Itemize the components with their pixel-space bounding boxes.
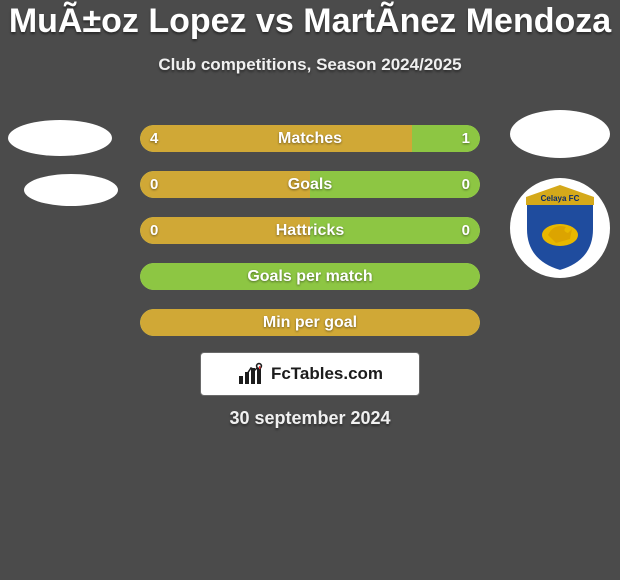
page-title: MuÃ±oz Lopez vs MartÃ­nez Mendoza (0, 0, 620, 41)
bar-row: Matches4 1 (140, 125, 480, 152)
bar-value-right: 1 (462, 125, 470, 152)
team-logo: Celaya FC (510, 178, 610, 278)
brand-box: FcTables.com (200, 352, 420, 396)
player1-avatar-shape-a (8, 120, 112, 156)
bar-label: Goals per match (140, 263, 480, 290)
player1-avatar-shape-b (24, 174, 118, 206)
bar-value-right: 0 (462, 217, 470, 244)
brand-text: FcTables.com (271, 364, 383, 384)
bar-row: Goals0 0 (140, 171, 480, 198)
bar-label: Min per goal (140, 309, 480, 336)
bar-label: Goals (140, 171, 480, 198)
bar-row: Min per goal (140, 309, 480, 336)
celaya-fc-icon: Celaya FC (520, 183, 600, 273)
bar-value-right: 0 (462, 171, 470, 198)
celaya-fc-text: Celaya FC (541, 194, 580, 203)
fctables-icon (237, 362, 265, 386)
bar-value-left: 4 (150, 125, 158, 152)
bar-label: Matches (140, 125, 480, 152)
bar-row: Hattricks0 0 (140, 217, 480, 244)
player2-avatar-shape (510, 110, 610, 158)
bar-value-left: 0 (150, 217, 158, 244)
bar-row: Goals per match (140, 263, 480, 290)
bar-label: Hattricks (140, 217, 480, 244)
date-label: 30 september 2024 (0, 408, 620, 429)
page-subtitle: Club competitions, Season 2024/2025 (0, 55, 620, 75)
bar-value-left: 0 (150, 171, 158, 198)
comparison-bars: Matches41Goals00Hattricks00Goals per mat… (140, 125, 480, 355)
